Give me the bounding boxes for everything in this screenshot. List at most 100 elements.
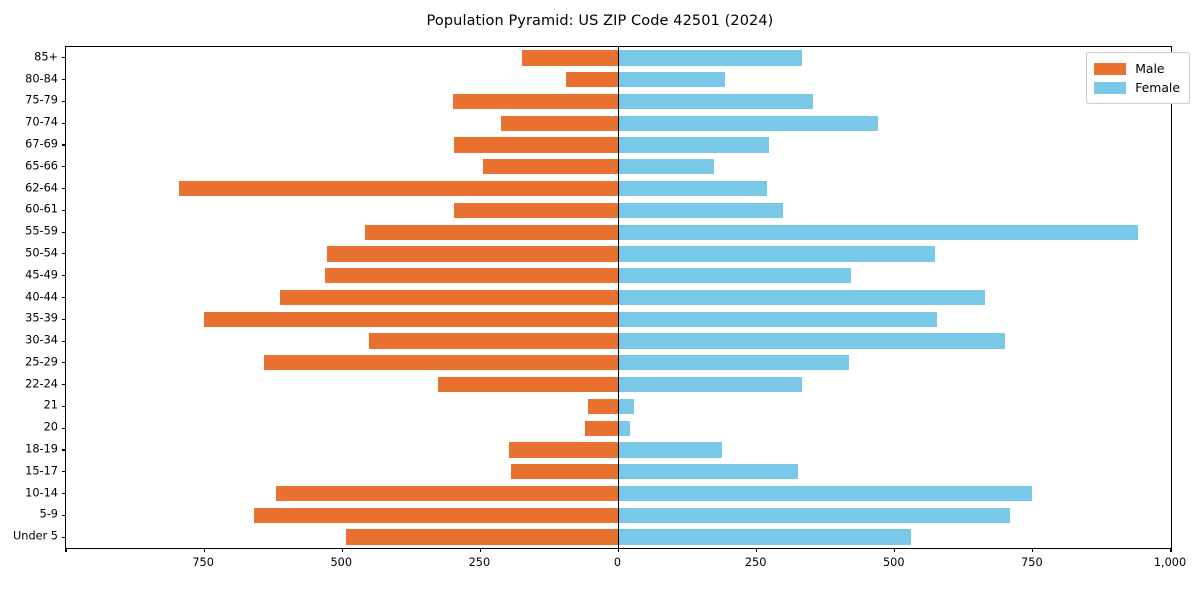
bar-female-18-19[interactable] [618,442,723,458]
y-tick-62-64 [62,188,66,190]
bar-male-30-34[interactable] [368,333,619,349]
y-tick-label-18-19: 18-19 [25,442,58,456]
bar-female-75-79[interactable] [618,93,813,110]
bar-male-50-54[interactable] [326,246,619,262]
bar-male-67-69[interactable] [453,137,619,153]
bar-female-15-17[interactable] [618,464,798,480]
x-tick-label-2: 500 [330,556,353,569]
x-tick-label-5: 250 [744,556,767,569]
bar-female-30-34[interactable] [618,333,1006,349]
y-tick-75-79 [62,100,66,102]
legend-item-female[interactable]: Female [1094,78,1180,97]
y-tick-35-39 [62,318,66,320]
bar-male-18-19[interactable] [508,442,619,458]
bar-male-45-49[interactable] [324,268,619,284]
y-tick-20 [62,427,66,429]
bar-male-40-44[interactable] [280,289,619,306]
bar-group-18-19 [66,442,1171,458]
bar-female-35-39[interactable] [618,311,938,327]
bar-female-60-61[interactable] [618,202,784,218]
bar-group-55-59 [66,224,1171,240]
bar-group-62-64 [66,180,1171,197]
bar-male-5-9[interactable] [253,507,619,523]
legend-item-male[interactable]: Male [1094,59,1180,78]
bar-male-60-61[interactable] [453,202,619,218]
bar-female-62-64[interactable] [618,180,767,197]
bar-male-85+[interactable] [522,50,619,66]
y-tick-label-67-69: 67-69 [25,137,58,151]
bar-male-22-24[interactable] [437,377,619,393]
y-tick-5-9 [62,514,66,516]
y-tick-85+ [62,57,66,59]
bar-male-55-59[interactable] [365,224,619,240]
bar-male-25-29[interactable] [264,355,619,371]
bar-male-21[interactable] [588,398,619,415]
bar-female-50-54[interactable] [618,246,936,262]
bar-group-20 [66,420,1171,436]
bar-group-15-17 [66,464,1171,480]
y-tick-label-85+: 85+ [34,50,58,64]
bar-female-22-24[interactable] [618,377,802,393]
x-tick-8 [1170,548,1172,552]
zero-axis-line [617,47,620,548]
bar-female-70-74[interactable] [618,115,879,131]
plot-area [62,46,1172,552]
bar-female-10-14[interactable] [618,485,1032,502]
bar-group-80-84 [66,72,1171,88]
y-tick-label-65-66: 65-66 [25,159,58,173]
bar-male-10-14[interactable] [275,485,619,502]
chart-title: Population Pyramid: US ZIP Code 42501 (2… [426,13,774,29]
chart-legend: Male Female [1086,52,1190,104]
bar-female-45-49[interactable] [618,268,851,284]
bar-male-35-39[interactable] [204,311,619,327]
bar-male-70-74[interactable] [500,115,619,131]
bar-female-20[interactable] [618,420,630,436]
bar-male-under-5[interactable] [345,529,619,545]
y-tick-label-30-34: 30-34 [25,333,58,347]
x-tick-0 [65,548,67,552]
y-tick-18-19 [62,449,66,451]
bar-male-80-84[interactable] [566,72,619,88]
bar-group-85+ [66,50,1171,66]
bar-female-65-66[interactable] [618,159,714,175]
bar-group-21 [66,398,1171,415]
bar-male-62-64[interactable] [178,180,619,197]
bar-male-75-79[interactable] [453,93,619,110]
bar-male-65-66[interactable] [483,159,619,175]
bar-group-75-79 [66,93,1171,110]
y-tick-label-22-24: 22-24 [25,377,58,391]
x-tick-label-7: 750 [1021,556,1043,569]
bar-group-10-14 [66,485,1171,502]
legend-label-female: Female [1135,80,1180,95]
y-tick-25-29 [62,362,66,364]
bar-group-40-44 [66,289,1171,306]
bar-female-21[interactable] [618,398,634,415]
y-tick-label-60-61: 60-61 [25,202,58,216]
bar-male-15-17[interactable] [511,464,619,480]
x-tick-label-4: 0 [613,556,622,569]
y-tick-label-5-9: 5-9 [39,507,58,521]
x-tick-6 [894,548,896,552]
bar-male-20[interactable] [585,420,619,436]
x-tick-3 [479,548,481,552]
bar-female-55-59[interactable] [618,224,1138,240]
bar-female-25-29[interactable] [618,355,849,371]
bar-female-80-84[interactable] [618,72,726,88]
bar-female-85+[interactable] [618,50,803,66]
y-tick-label-45-49: 45-49 [25,268,58,282]
y-tick-label-62-64: 62-64 [25,181,58,195]
bar-group-25-29 [66,355,1171,371]
y-tick-label-55-59: 55-59 [25,224,58,238]
bar-female-under-5[interactable] [618,529,912,545]
bar-group-70-74 [66,115,1171,131]
bar-female-40-44[interactable] [618,289,985,306]
bar-female-5-9[interactable] [618,507,1010,523]
y-tick-label-10-14: 10-14 [25,486,58,500]
y-tick-50-54 [62,253,66,255]
bar-group-35-39 [66,311,1171,327]
bar-female-67-69[interactable] [618,137,769,153]
bar-group-22-24 [66,377,1171,393]
y-tick-65-66 [62,166,66,168]
y-tick-label-80-84: 80-84 [25,72,58,86]
x-tick-7 [1032,548,1034,552]
